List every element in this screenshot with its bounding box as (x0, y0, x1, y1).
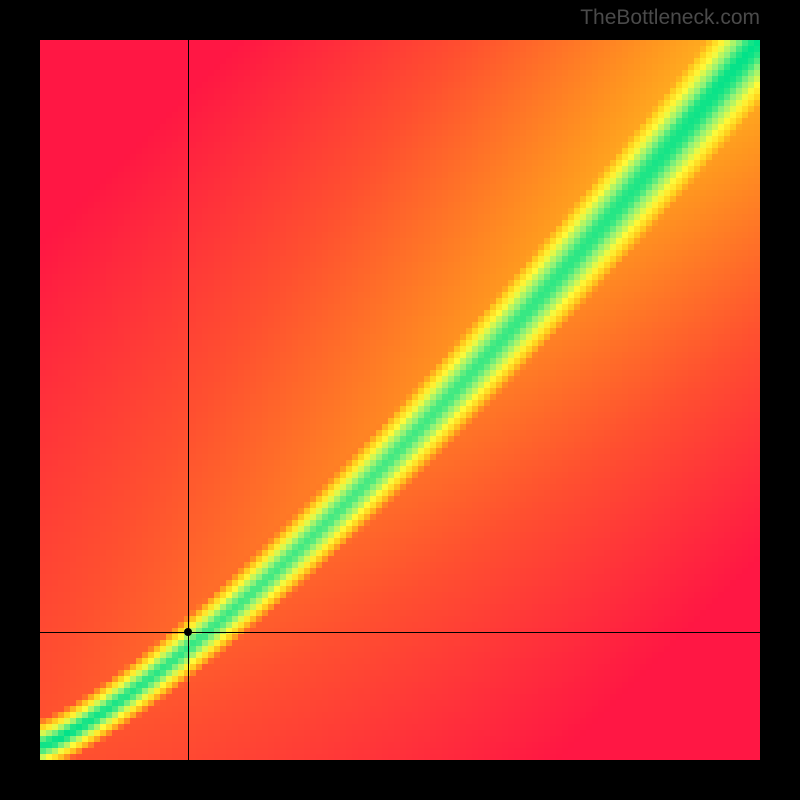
heatmap-plot (40, 40, 760, 760)
heatmap-canvas (40, 40, 760, 760)
crosshair-horizontal (40, 632, 760, 633)
crosshair-vertical (188, 40, 189, 760)
crosshair-marker (184, 628, 192, 636)
watermark-text: TheBottleneck.com (580, 6, 760, 30)
